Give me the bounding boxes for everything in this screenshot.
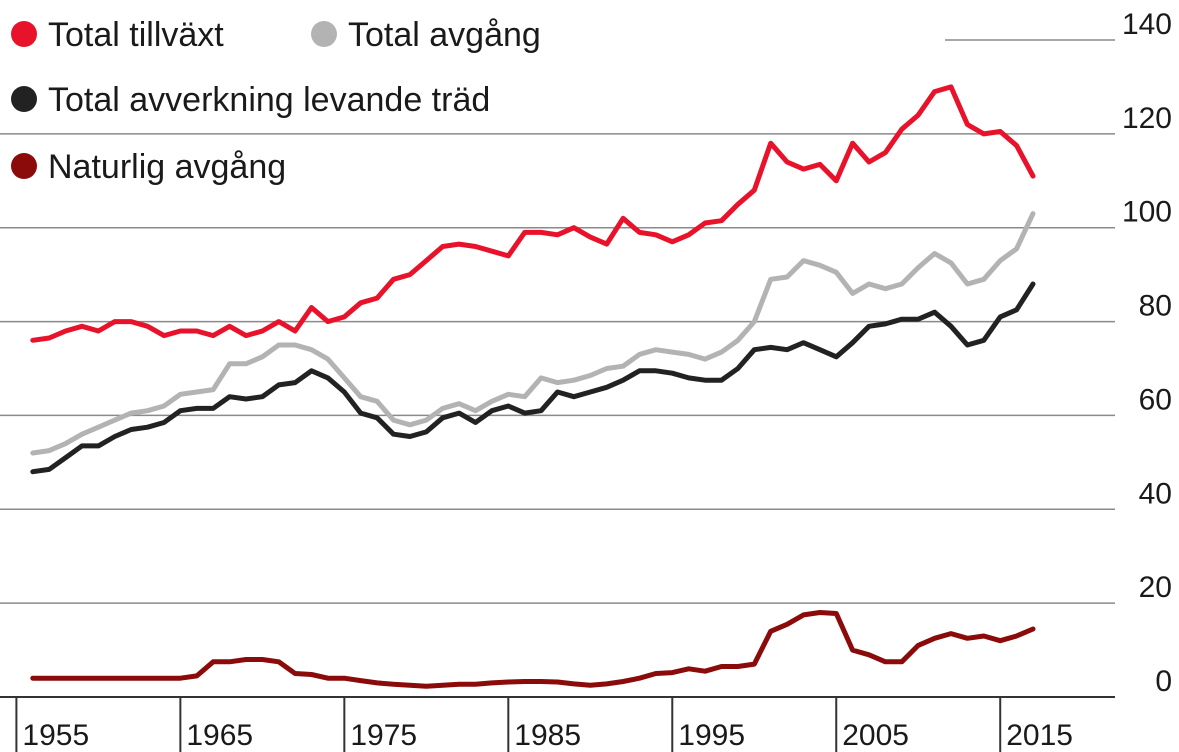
legend-marker: [11, 153, 37, 179]
legend-label: Total avverkning levande träd: [48, 81, 490, 119]
x-tick-label: 1985: [514, 719, 581, 752]
legend-label: Naturlig avgång: [48, 148, 286, 186]
series-line: [30, 84, 1036, 343]
x-tick-label: 1955: [22, 719, 89, 752]
series-line: [30, 281, 1036, 475]
legend-label: Total avgång: [348, 16, 541, 54]
y-tick-label: 20: [1139, 571, 1172, 604]
x-tick-label: 2015: [1006, 719, 1073, 752]
y-tick-label: 120: [1122, 102, 1172, 135]
x-tick-label: 1975: [350, 719, 417, 752]
x-tick-label: 1965: [186, 719, 253, 752]
y-tick-label: 100: [1122, 196, 1172, 229]
y-tick-label: 0: [1155, 665, 1172, 698]
y-tick-label: 80: [1139, 290, 1172, 323]
legend-marker: [311, 21, 337, 47]
legend-label: Total tillväxt: [48, 16, 224, 54]
legend-marker: [11, 21, 37, 47]
series-line: [30, 610, 1036, 689]
x-tick-label: 2005: [842, 719, 909, 752]
x-tick-label: 1995: [678, 719, 745, 752]
y-tick-label: 40: [1139, 477, 1172, 510]
legend-marker: [11, 86, 37, 112]
y-tick-label: 140: [1122, 8, 1172, 41]
y-tick-label: 60: [1139, 383, 1172, 416]
series-line: [30, 211, 1036, 456]
